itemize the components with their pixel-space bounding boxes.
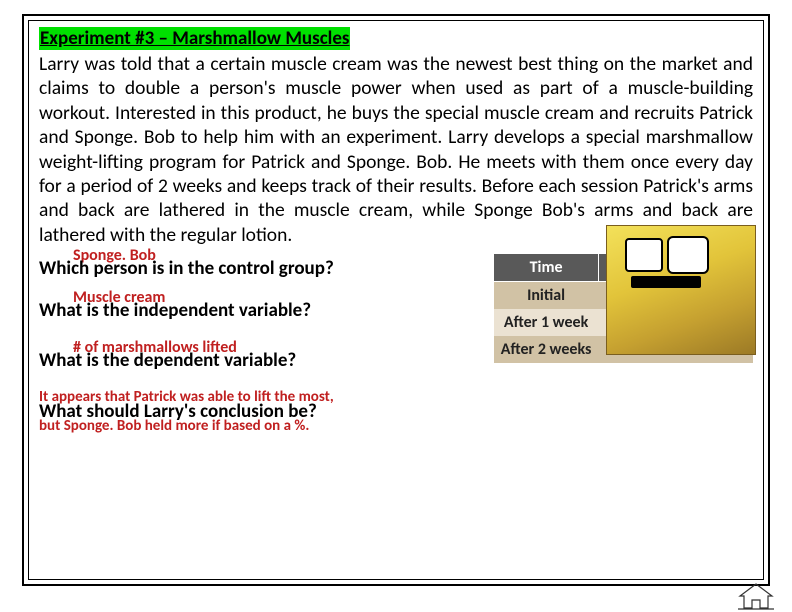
question-dependent-var: What is the dependent variable?: [39, 351, 296, 372]
qa-2: Muscle cream What is the independent var…: [39, 289, 485, 325]
answer-conclusion-line2: but Sponge. Bob held more if based on a …: [39, 418, 459, 435]
spongebob-image: [606, 225, 756, 355]
question-independent-var: What is the independent variable?: [39, 301, 311, 322]
experiment-paragraph: Larry was told that a certain muscle cre…: [39, 52, 753, 247]
cell-time: After 1 week: [494, 309, 599, 336]
cell-time: Initial: [494, 282, 599, 310]
col-time: Time: [494, 254, 599, 282]
question-control-group: Which person is in the control group?: [39, 259, 334, 280]
questions-column: Sponge. Bob Which person is in the contr…: [39, 247, 485, 439]
experiment-title: Experiment #3 – Marshmallow Muscles: [39, 27, 350, 50]
home-icon[interactable]: [734, 582, 778, 610]
title-row: Experiment #3 – Marshmallow Muscles: [39, 27, 753, 50]
qa-4: It appears that Patrick was able to lift…: [39, 389, 485, 439]
qa-3: # of marshmallows lifted What is the dep…: [39, 339, 485, 375]
qa-1: Sponge. Bob Which person is in the contr…: [39, 247, 485, 283]
cell-time: After 2 weeks: [494, 336, 599, 363]
